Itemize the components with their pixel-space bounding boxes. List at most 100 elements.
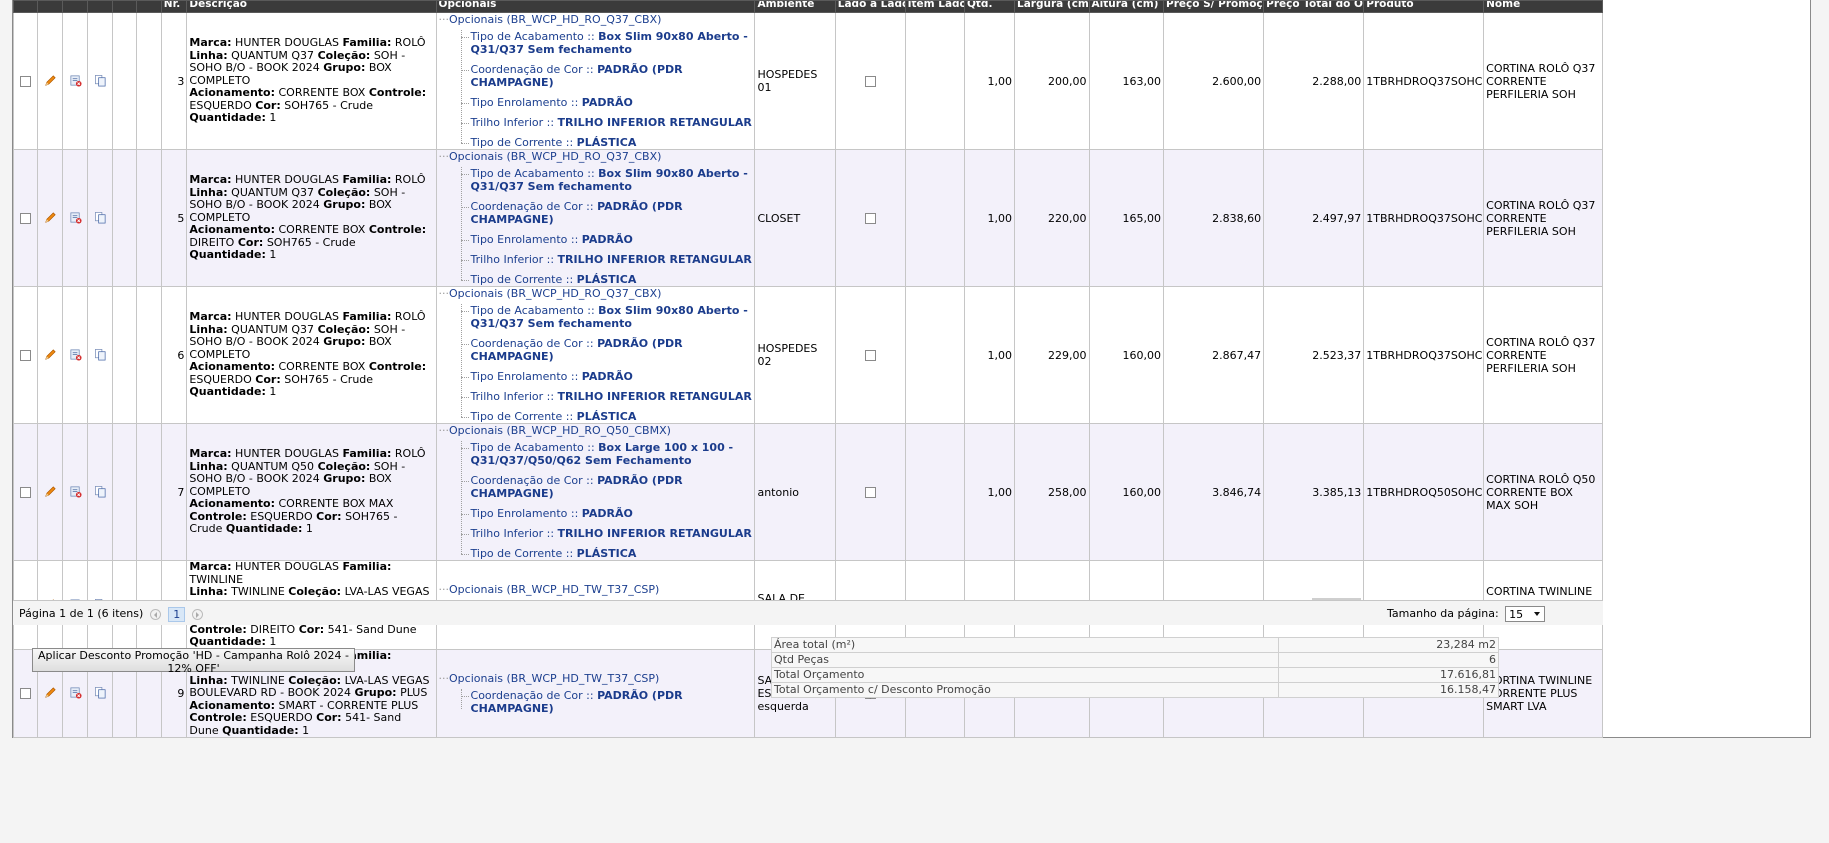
- desc-label-familia: Familia:: [342, 447, 392, 461]
- column-header[interactable]: [136, 0, 162, 13]
- delete-icon[interactable]: [68, 211, 82, 225]
- item-environment: CLOSET: [754, 149, 836, 287]
- delete-icon[interactable]: [68, 485, 82, 499]
- desc-label-quantidade: Quantidade:: [189, 635, 266, 648]
- desc-value-marca: HUNTER DOUGLAS: [235, 36, 339, 50]
- column-header[interactable]: Opcionais: [435, 0, 756, 13]
- desc-label-cor: Cor:: [255, 372, 281, 386]
- desc-value-quantidade: 1: [269, 385, 277, 399]
- column-header[interactable]: Nome: [1483, 0, 1603, 13]
- delete-icon[interactable]: [68, 74, 82, 88]
- option-value: Box Slim 90x80 Aberto - Q31/Q37 Sem fech…: [470, 304, 748, 330]
- options-tree-root[interactable]: ···Opcionais (BR_WCP_HD_TW_T37_CSP): [439, 672, 753, 685]
- copy-icon[interactable]: [93, 485, 107, 499]
- desc-value-familia: ROLÔ: [394, 310, 426, 324]
- column-header[interactable]: Largura (cm): [1014, 0, 1090, 13]
- pencil-icon[interactable]: [43, 74, 57, 88]
- edit-cell: [37, 286, 63, 424]
- desc-label-linha: Linha:: [189, 459, 228, 473]
- option-label: Coordenação de Cor ::: [470, 200, 598, 213]
- pager-next-icon[interactable]: [191, 608, 203, 620]
- item-side: [904, 149, 965, 287]
- desc-value-acionamento: CORRENTE BOX: [278, 223, 366, 237]
- table-row[interactable]: 6 Marca: HUNTER DOUGLAS Familia: ROLÔ Lin…: [12, 286, 1603, 424]
- item-options: ···Opcionais (BR_WCP_HD_RO_Q37_CBX) Tipo …: [435, 12, 756, 150]
- column-header[interactable]: Ambiente: [754, 0, 836, 13]
- item-preco-sp: 2.867,47: [1163, 286, 1265, 424]
- copy-icon[interactable]: [93, 211, 107, 225]
- checkbox-icon[interactable]: [864, 213, 876, 224]
- item-altura: 163,00: [1088, 12, 1165, 150]
- column-header[interactable]: [111, 0, 138, 13]
- option-item: Tipo Enrolamento :: PADRÃO: [460, 96, 753, 109]
- apply-promo-discount-button[interactable]: Aplicar Desconto Promoção 'HD - Campanha…: [32, 648, 355, 675]
- option-label: Tipo de Acabamento ::: [470, 167, 599, 180]
- pager-prev-icon[interactable]: [149, 608, 161, 620]
- table-row[interactable]: 3 Marca: HUNTER DOUGLAS Familia: ROLÔ Lin…: [12, 12, 1603, 150]
- options-tree-root[interactable]: ···Opcionais (BR_WCP_HD_RO_Q37_CBX): [439, 14, 753, 27]
- column-header[interactable]: Descrição: [186, 0, 437, 13]
- checkbox-icon[interactable]: [864, 487, 876, 498]
- copy-icon[interactable]: [93, 348, 107, 362]
- column-header[interactable]: [12, 0, 39, 13]
- options-tree-root[interactable]: ···Opcionais (BR_WCP_HD_RO_Q37_CBX): [439, 288, 753, 301]
- delete-cell: [61, 423, 89, 561]
- pencil-icon[interactable]: [43, 211, 57, 225]
- item-preco-sp: 2.838,60: [1163, 149, 1265, 287]
- row-select-cell: [12, 423, 39, 561]
- column-header[interactable]: [37, 0, 63, 13]
- delete-icon[interactable]: [68, 686, 82, 700]
- item-description: Marca: HUNTER DOUGLAS Familia: ROLÔ Linh…: [186, 149, 437, 287]
- column-header[interactable]: [87, 0, 113, 13]
- column-header[interactable]: Produto: [1363, 0, 1485, 13]
- column-header[interactable]: Qtd.: [963, 0, 1016, 13]
- column-header[interactable]: Nr.: [160, 0, 188, 13]
- column-header[interactable]: Item Lado: [904, 0, 965, 13]
- options-tree-root[interactable]: ···Opcionais (BR_WCP_HD_RO_Q50_CBMX): [439, 425, 753, 438]
- column-header[interactable]: Lado a Lado: [834, 0, 906, 13]
- checkbox-icon[interactable]: [20, 350, 32, 361]
- column-header[interactable]: Altura (cm): [1088, 0, 1165, 13]
- pencil-icon[interactable]: [43, 348, 57, 362]
- delete-cell: [61, 286, 89, 424]
- checkbox-icon[interactable]: [20, 688, 32, 700]
- column-header-label: Largura (cm): [1017, 0, 1090, 11]
- option-value: PADRÃO (PDR CHAMPAGNE): [470, 688, 683, 715]
- pencil-icon[interactable]: [43, 485, 57, 499]
- delete-icon[interactable]: [68, 348, 82, 362]
- options-tree-root[interactable]: ···Opcionais (BR_WCP_HD_RO_Q37_CBX): [439, 151, 753, 164]
- column-header[interactable]: Preço Total do Orçal: [1263, 0, 1365, 13]
- checkbox-icon[interactable]: [864, 350, 876, 361]
- empty-cell: [111, 423, 138, 561]
- checkbox-icon[interactable]: [864, 76, 876, 87]
- desc-value-familia: TWINLINE: [189, 572, 244, 586]
- option-value: PADRÃO: [581, 96, 633, 109]
- pager: Página 1 de 1 (6 itens) 1 Tamanho da pág…: [13, 600, 1603, 625]
- table-row[interactable]: 7 Marca: HUNTER DOUGLAS Familia: ROLÔ Lin…: [12, 423, 1603, 561]
- item-description: Marca: HUNTER DOUGLAS Familia: ROLÔ Linh…: [186, 286, 437, 424]
- checkbox-icon[interactable]: [20, 213, 32, 224]
- row-select-cell: [12, 12, 39, 150]
- page-size-select[interactable]: 15: [1505, 606, 1546, 622]
- options-tree-root[interactable]: ···Opcionais (BR_WCP_HD_TW_T37_CSP): [439, 583, 753, 596]
- desc-value-linha: QUANTUM Q37: [231, 48, 315, 62]
- checkbox-icon[interactable]: [20, 487, 32, 498]
- option-value: Box Slim 90x80 Aberto - Q31/Q37 Sem fech…: [470, 30, 748, 56]
- copy-cell: [87, 423, 113, 561]
- item-side: [904, 286, 965, 424]
- pencil-icon[interactable]: [43, 686, 57, 700]
- copy-icon[interactable]: [93, 74, 107, 88]
- pager-page-1[interactable]: 1: [168, 606, 186, 622]
- item-qtd: 1,00: [963, 149, 1016, 287]
- option-value: PLÁSTICA: [576, 547, 637, 560]
- empty-cell: [111, 286, 138, 424]
- table-row[interactable]: 5 Marca: HUNTER DOUGLAS Familia: ROLÔ Lin…: [12, 149, 1603, 287]
- checkbox-icon[interactable]: [20, 76, 32, 87]
- item-altura: 160,00: [1088, 423, 1165, 561]
- empty-cell: [111, 149, 138, 287]
- desc-label-controle: Controle:: [189, 711, 247, 724]
- copy-icon[interactable]: [93, 686, 107, 700]
- column-header[interactable]: Preço S/ Promoção: [1163, 0, 1265, 13]
- item-largura: 220,00: [1014, 149, 1090, 287]
- column-header[interactable]: [61, 0, 89, 13]
